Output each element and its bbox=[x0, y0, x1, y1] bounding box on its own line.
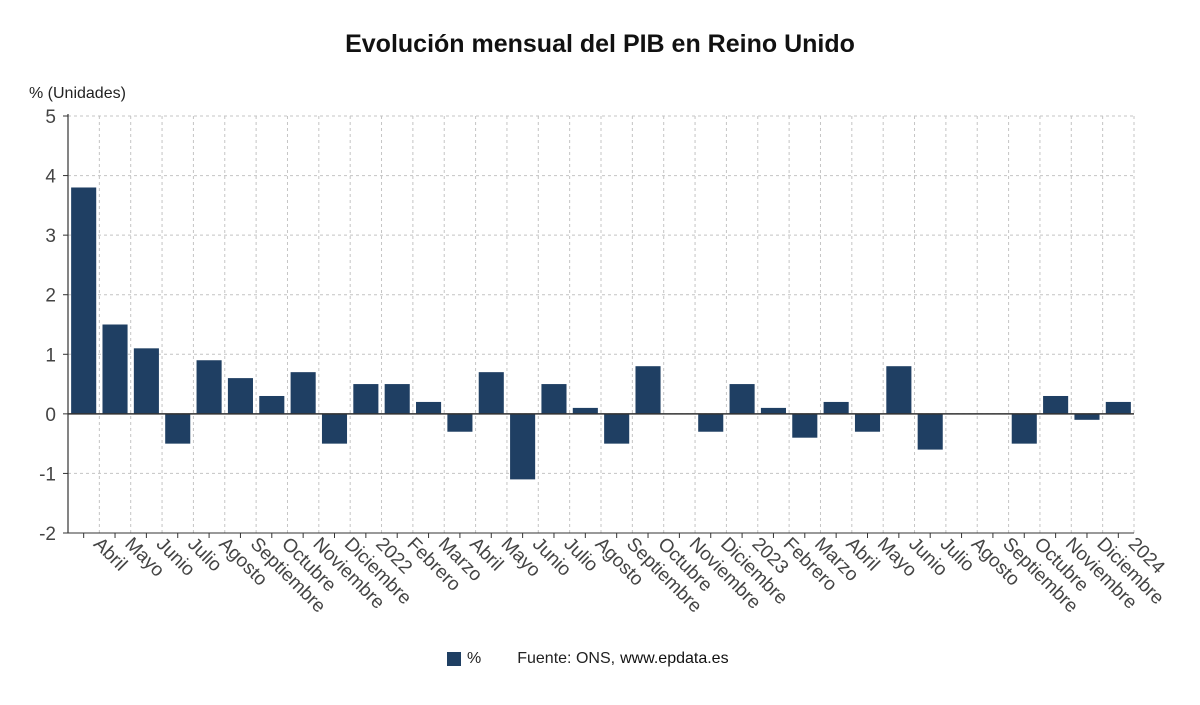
y-tick-label: 3 bbox=[45, 226, 56, 247]
y-tick-label: 5 bbox=[45, 107, 56, 128]
legend: % Fuente: ONS, www.epdata.es bbox=[447, 650, 729, 668]
bar bbox=[259, 395, 285, 414]
bar bbox=[165, 413, 191, 444]
source-label: Fuente: ONS, bbox=[517, 650, 616, 667]
bar bbox=[854, 413, 881, 432]
bar bbox=[102, 324, 128, 414]
legend-swatch bbox=[447, 652, 461, 666]
bar bbox=[416, 401, 442, 414]
bar bbox=[760, 407, 786, 414]
y-tick-label: 2 bbox=[45, 286, 56, 307]
y-tick-label: 4 bbox=[45, 167, 56, 188]
y-tick-label: 1 bbox=[45, 345, 56, 366]
grid-lines bbox=[67, 115, 1135, 534]
bar bbox=[572, 407, 598, 414]
bar bbox=[1105, 401, 1131, 414]
y-tick-label: 0 bbox=[45, 405, 56, 426]
bar bbox=[604, 413, 630, 444]
bar bbox=[541, 384, 567, 414]
bar bbox=[729, 384, 755, 414]
bars bbox=[71, 187, 1131, 480]
x-tick-label: Abril bbox=[89, 534, 131, 576]
source-url: www.epdata.es bbox=[620, 650, 729, 667]
legend-series-label: % bbox=[467, 650, 482, 667]
bar bbox=[510, 413, 536, 480]
bar bbox=[635, 366, 661, 414]
bar bbox=[886, 366, 912, 414]
y-axis-unit-label: % (Unidades) bbox=[29, 85, 126, 102]
bar bbox=[478, 372, 504, 414]
bar bbox=[133, 348, 159, 414]
bar bbox=[196, 360, 222, 414]
bar bbox=[792, 413, 818, 438]
chart-title: Evolución mensual del PIB en Reino Unido bbox=[345, 30, 855, 58]
axes bbox=[63, 114, 1134, 538]
bar bbox=[290, 372, 316, 414]
y-tick-label: -1 bbox=[39, 464, 56, 485]
y-tick-label: -2 bbox=[39, 524, 56, 545]
bar bbox=[384, 384, 410, 414]
bar bbox=[353, 384, 379, 414]
bar bbox=[321, 413, 348, 444]
bar bbox=[227, 378, 253, 414]
bar bbox=[823, 401, 849, 414]
bar bbox=[1043, 395, 1069, 414]
bar bbox=[1074, 413, 1100, 420]
bar bbox=[1011, 413, 1037, 444]
bar bbox=[71, 187, 97, 414]
bar bbox=[917, 413, 943, 450]
bar bbox=[698, 413, 724, 432]
bar bbox=[447, 413, 473, 432]
